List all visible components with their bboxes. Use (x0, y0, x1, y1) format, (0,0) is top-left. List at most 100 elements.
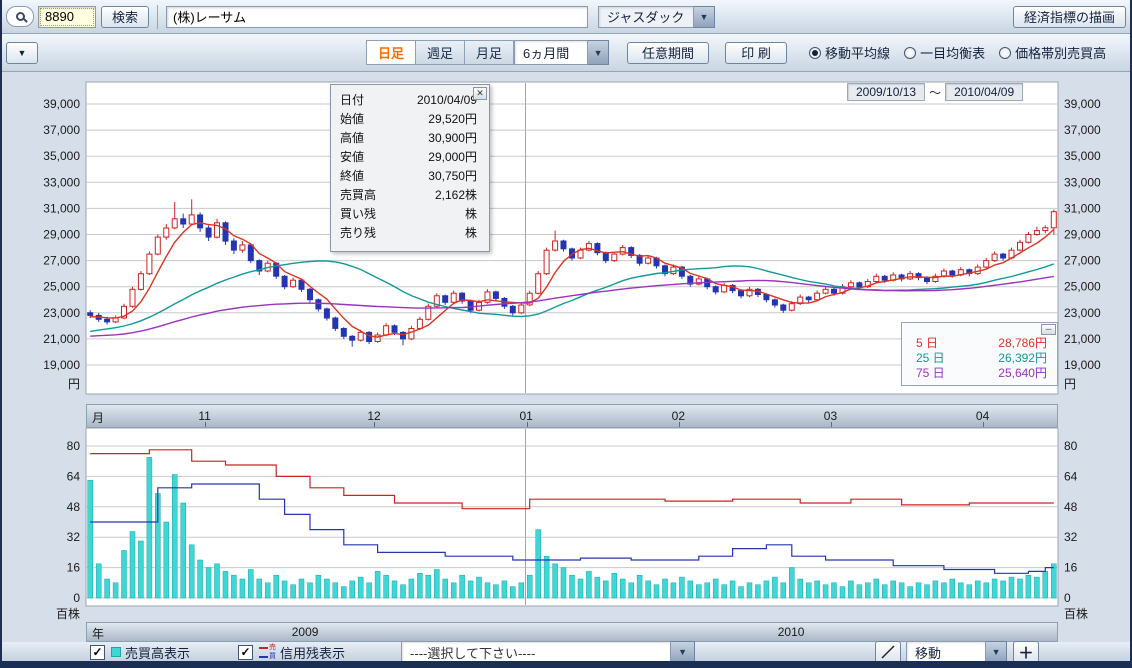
svg-text:80: 80 (1064, 439, 1078, 453)
custom-period-button[interactable]: 任意期間 (627, 41, 710, 64)
svg-text:円: 円 (1064, 377, 1076, 391)
chevron-down-icon: ▼ (17, 47, 27, 58)
month-tick (205, 422, 207, 427)
tooltip-row-value: 2,162株 (434, 188, 477, 202)
tool-mode-select[interactable]: 移動 ▼ (906, 641, 1008, 661)
svg-text:32: 32 (1064, 530, 1078, 544)
divider (157, 4, 159, 29)
tooltip-row-label: 日付 (340, 93, 365, 107)
svg-text:31,000: 31,000 (1064, 201, 1101, 215)
chevron-down-icon[interactable]: ▼ (986, 641, 1008, 661)
year-label: 2009 (291, 625, 319, 639)
minimize-icon[interactable]: － (1041, 324, 1056, 335)
svg-text:48: 48 (67, 500, 81, 514)
radio-dot-icon (809, 46, 822, 59)
month-tick (830, 422, 832, 427)
tooltip-rows: 日付 2010/04/09 始値 29,520円 高値 30,900円 安値 29,000円終… (331, 91, 489, 243)
radio-moving-average[interactable]: 移動平均線 (809, 43, 890, 62)
ma-legend-label: 75 日 (916, 366, 945, 380)
tooltip-row: 終値 30,750円 (331, 167, 489, 186)
month-label: 01 (519, 409, 533, 423)
year-axis-unit: 年 (92, 627, 105, 641)
search-icon-box (6, 6, 34, 27)
svg-text:21,000: 21,000 (43, 332, 80, 346)
month-label: 11 (198, 409, 211, 423)
month-tick (982, 422, 984, 427)
plus-icon: ＋ (1018, 644, 1034, 662)
overlay-select[interactable]: ----選択して下さい---- ▼ (401, 641, 696, 661)
radio-label: 一目均衡表 (920, 46, 986, 61)
svg-text:27,000: 27,000 (43, 254, 80, 268)
month-axis-unit: 月 (92, 411, 105, 425)
svg-text:32: 32 (67, 530, 81, 544)
search-button[interactable]: 検索 (101, 5, 150, 28)
toolbar-period: ▼ 日足 週足 月足 6ヵ月間 ▼ 任意期間 印 刷 移動平均線 一目均衡表 価… (2, 34, 1130, 72)
tab-monthly[interactable]: 月足 (465, 40, 515, 65)
close-icon[interactable]: ✕ (473, 87, 487, 100)
svg-text:80: 80 (67, 439, 81, 453)
month-tick (678, 422, 680, 427)
market-select[interactable]: ジャスダック ▼ (598, 5, 716, 28)
month-label: 02 (671, 409, 685, 423)
price-chart-panel[interactable]: 39,000 39,000 37,000 37,000 35,000 35,000 33,0… (2, 72, 1132, 404)
svg-text:64: 64 (1064, 469, 1078, 483)
date-range-from: 2009/10/13 (847, 83, 926, 101)
tooltip-row: 買い残 株 (331, 205, 489, 224)
svg-text:31,000: 31,000 (43, 201, 80, 215)
svg-text:0: 0 (1064, 591, 1071, 605)
month-axis-strip: 月 11 12 01 02 03 04 (86, 404, 1058, 428)
svg-text:23,000: 23,000 (1064, 306, 1101, 320)
chevron-down-icon[interactable]: ▼ (588, 40, 610, 65)
svg-text:64: 64 (67, 469, 81, 483)
chevron-down-icon[interactable]: ▼ (671, 641, 696, 661)
month-tick (374, 422, 376, 427)
tooltip-row: 安値 29,000円 (331, 148, 489, 167)
chevron-down-icon[interactable]: ▼ (694, 5, 716, 28)
tooltip-row-label: 売買高 (340, 188, 377, 202)
date-range-separator: ～ (929, 85, 942, 100)
svg-text:35,000: 35,000 (1064, 149, 1101, 163)
svg-text:19,000: 19,000 (1064, 358, 1101, 372)
radio-label: 移動平均線 (825, 46, 891, 61)
radio-volume-by-price[interactable]: 価格帯別売買高 (999, 43, 1106, 62)
tab-daily[interactable]: 日足 (366, 40, 417, 65)
collapse-toolbar-button[interactable]: ▼ (6, 41, 38, 64)
svg-text:48: 48 (1064, 500, 1078, 514)
year-axis-strip: 年 2009 2010 (86, 622, 1058, 642)
range-select[interactable]: 6ヵ月間 ▼ (514, 40, 610, 65)
ma-legend-value: 26,392円 (998, 351, 1047, 365)
volume-legend-swatch (111, 647, 121, 657)
tab-weekly[interactable]: 週足 (416, 40, 466, 65)
moving-average-legend: － 5 日 28,786円 25 日 26,392円 75 日 25,640円 (901, 322, 1058, 386)
svg-text:25,000: 25,000 (1064, 280, 1101, 294)
svg-text:16: 16 (67, 561, 81, 575)
tooltip-row-value: 30,750円 (428, 169, 477, 183)
tooltip-row-label: 高値 (340, 131, 365, 145)
month-label: 12 (367, 409, 381, 423)
radio-ichimoku[interactable]: 一目均衡表 (904, 43, 985, 62)
svg-text:33,000: 33,000 (43, 175, 80, 189)
range-select-value: 6ヵ月間 (514, 40, 589, 65)
candlestick-chart[interactable]: 39,000 39,000 37,000 37,000 35,000 35,000 33,0… (2, 72, 1132, 404)
tooltip-row: 売り残 株 (331, 224, 489, 243)
draw-economic-indicators-button[interactable]: 経済指標の描画 (1012, 5, 1126, 28)
stock-name-input[interactable] (166, 5, 589, 28)
zoom-in-button[interactable]: ＋ (1013, 641, 1040, 662)
volume-display-label: 売買高表示 (125, 645, 191, 661)
svg-text:29,000: 29,000 (43, 228, 80, 242)
price-info-tooltip: ✕ 日付 2010/04/09 始値 29,520円 高値 30,900円 安値 29,000… (330, 84, 490, 252)
overlay-select-value: ----選択して下さい---- (401, 641, 672, 661)
line-tool-button[interactable] (875, 641, 902, 661)
stock-code-input[interactable] (38, 5, 96, 28)
ma-legend-rows: 5 日 28,786円 25 日 26,392円 75 日 25,640円 (902, 336, 1057, 381)
svg-text:19,000: 19,000 (43, 358, 80, 372)
tooltip-row-label: 買い残 (340, 207, 377, 221)
ma-legend-value: 25,640円 (998, 366, 1047, 380)
tooltip-row-value: 2010/04/09 (416, 93, 477, 107)
credit-display-checkbox[interactable]: ✓ (238, 644, 254, 660)
print-button[interactable]: 印 刷 (725, 41, 788, 64)
volume-display-checkbox[interactable]: ✓ (90, 644, 105, 660)
volume-chart-panel[interactable]: 80 80 64 64 48 48 32 32 16 16 0 0 百株 百株 (2, 427, 1132, 627)
svg-text:23,000: 23,000 (43, 306, 80, 320)
